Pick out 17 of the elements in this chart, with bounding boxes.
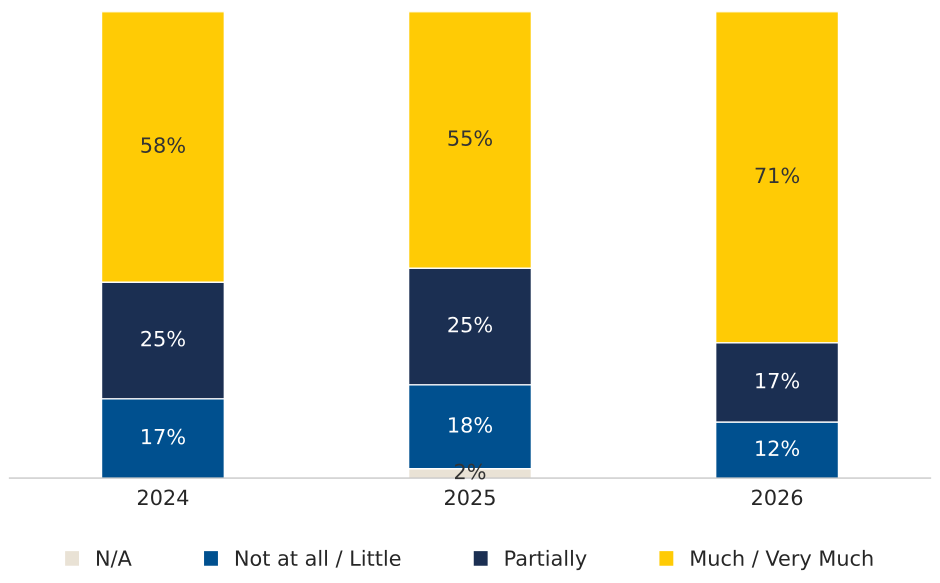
x-tick-label: 2024 — [138, 490, 188, 506]
legend-label: Partially — [506, 550, 587, 570]
data-label: 71% — [756, 168, 800, 184]
data-label: 18% — [449, 417, 492, 433]
x-tick-label: 2025 — [445, 490, 495, 506]
data-label: 17% — [756, 372, 800, 388]
legend-label: Not at all / Little — [236, 550, 400, 568]
data-label: 12% — [756, 440, 800, 456]
data-label: 58% — [141, 137, 185, 153]
data-label: 55% — [448, 130, 492, 146]
data-label: 2% — [455, 464, 486, 480]
legend-label: Much / Very Much — [691, 550, 872, 570]
data-label: 25% — [448, 316, 492, 333]
legend-label: N/A — [97, 550, 132, 568]
x-tick-label: 2026 — [752, 490, 802, 506]
data-label: 25% — [141, 330, 185, 347]
data-label: 17% — [142, 428, 185, 444]
